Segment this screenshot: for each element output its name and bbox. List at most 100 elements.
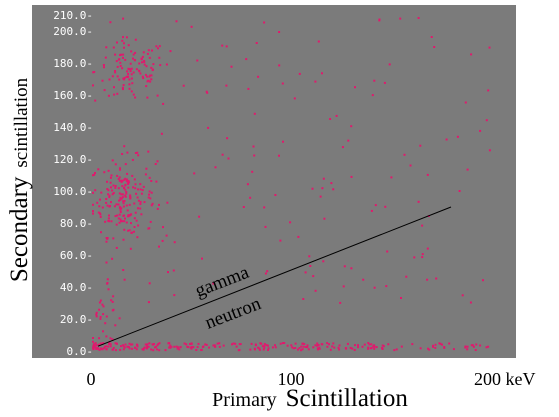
data-point xyxy=(311,187,314,190)
data-point xyxy=(133,178,136,181)
data-point xyxy=(107,217,110,220)
data-point xyxy=(124,183,127,186)
data-point xyxy=(127,75,130,78)
data-point xyxy=(258,347,261,350)
data-point xyxy=(104,322,107,325)
data-point xyxy=(239,343,242,346)
data-point xyxy=(252,145,255,148)
data-point xyxy=(384,205,387,208)
data-point xyxy=(193,172,196,175)
data-point xyxy=(108,78,111,81)
data-point xyxy=(127,214,130,217)
data-point xyxy=(114,349,117,352)
data-point xyxy=(121,67,124,70)
data-point xyxy=(461,294,464,297)
data-point xyxy=(329,118,332,120)
data-point xyxy=(124,58,127,61)
data-point xyxy=(98,205,101,208)
x-axis-label-part1: Primary xyxy=(212,389,276,411)
data-point xyxy=(124,217,126,220)
data-point xyxy=(235,345,238,348)
data-point xyxy=(281,82,284,85)
data-point xyxy=(411,343,414,346)
data-point xyxy=(116,92,119,95)
data-point xyxy=(421,256,424,259)
data-point xyxy=(105,46,108,49)
data-point xyxy=(159,64,162,67)
data-point xyxy=(126,181,129,184)
data-point xyxy=(119,168,121,171)
data-point xyxy=(178,348,181,351)
data-point xyxy=(108,343,110,346)
data-point xyxy=(111,348,114,351)
data-point xyxy=(294,342,297,345)
data-point xyxy=(111,159,114,162)
data-point xyxy=(458,190,461,192)
data-point xyxy=(95,344,98,347)
data-point xyxy=(381,347,384,349)
data-point xyxy=(177,346,180,349)
data-point xyxy=(265,344,268,347)
data-point xyxy=(108,220,111,223)
data-point xyxy=(136,236,139,239)
data-point xyxy=(474,349,477,351)
data-point xyxy=(92,84,94,87)
data-point xyxy=(291,346,294,349)
data-point xyxy=(173,345,176,348)
data-point xyxy=(214,345,217,348)
data-point xyxy=(205,90,208,93)
data-point xyxy=(148,75,151,78)
data-point xyxy=(433,46,436,48)
data-point xyxy=(105,335,108,338)
data-point xyxy=(106,188,109,190)
data-point xyxy=(118,317,121,320)
data-point xyxy=(121,220,124,223)
data-point xyxy=(136,196,139,199)
data-point xyxy=(318,346,321,349)
data-point xyxy=(363,343,366,346)
data-point xyxy=(102,347,105,350)
data-point xyxy=(109,21,112,24)
data-point xyxy=(143,201,146,204)
data-point xyxy=(371,94,374,97)
data-point xyxy=(237,349,240,352)
data-point xyxy=(112,295,115,298)
separator-line xyxy=(97,206,452,347)
data-point xyxy=(129,62,132,65)
data-point xyxy=(118,179,121,182)
data-point xyxy=(154,163,157,165)
data-point xyxy=(196,346,199,349)
data-point xyxy=(110,220,113,223)
data-point xyxy=(367,342,370,344)
data-point xyxy=(137,199,140,202)
data-point xyxy=(314,289,317,292)
data-point xyxy=(140,213,143,216)
data-point xyxy=(152,68,154,71)
data-point xyxy=(350,175,353,178)
data-point xyxy=(399,17,402,20)
data-point xyxy=(117,217,120,220)
data-point xyxy=(95,348,98,350)
data-point xyxy=(92,71,95,74)
data-point xyxy=(116,214,119,217)
data-point xyxy=(146,345,149,348)
data-point xyxy=(426,247,429,250)
data-point xyxy=(234,342,237,345)
data-point xyxy=(317,344,320,346)
data-point xyxy=(128,342,131,345)
data-point xyxy=(115,60,118,63)
data-point xyxy=(266,270,269,273)
data-point xyxy=(120,193,123,196)
data-point xyxy=(121,193,124,196)
data-point xyxy=(298,72,301,75)
data-point xyxy=(231,343,233,346)
data-point xyxy=(141,189,144,192)
x-tick-label: 200 keV xyxy=(474,369,536,389)
data-point xyxy=(428,348,431,351)
data-point xyxy=(106,180,108,183)
data-point xyxy=(116,174,119,177)
data-point xyxy=(106,278,109,281)
data-point xyxy=(417,17,420,19)
data-point xyxy=(125,180,128,182)
